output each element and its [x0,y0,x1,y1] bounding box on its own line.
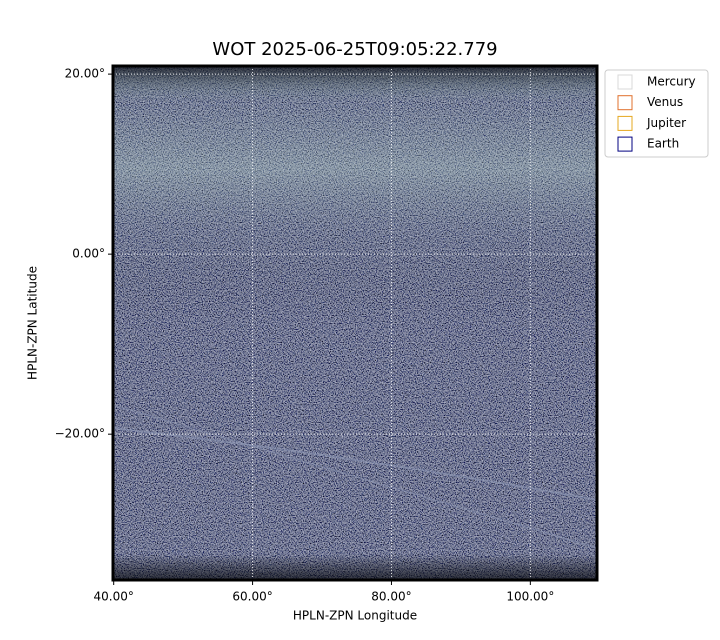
x-tick-label: 60.00° [232,590,272,604]
streak [112,427,598,501]
streak [112,404,598,549]
legend-label: Venus [647,95,683,109]
axes-frame [111,64,599,582]
y-tick-label: 0.00° [72,247,105,261]
legend-label: Earth [647,137,679,151]
legend-marker [617,74,633,90]
y-tick-label: 20.00° [65,67,105,81]
image-band [113,66,597,580]
y-tick-label: −20.00° [55,427,105,441]
legend-marker [617,136,633,152]
x-tick-label: 80.00° [371,590,411,604]
legend-marker [617,115,633,131]
x-tick-label: 100.00° [506,590,554,604]
y-axis-label: HPLN-ZPN Latitude [26,266,40,380]
x-tick-label: 40.00° [94,590,134,604]
legend-label: Mercury [647,75,696,89]
x-axis-label: HPLN-ZPN Longitude [293,609,417,623]
legend-label: Jupiter [646,116,686,130]
legend-marker [617,95,633,111]
legend-box [604,69,709,158]
sky-image [112,66,598,580]
chart-title: WOT 2025-06-25T09:05:22.779 [212,39,497,60]
